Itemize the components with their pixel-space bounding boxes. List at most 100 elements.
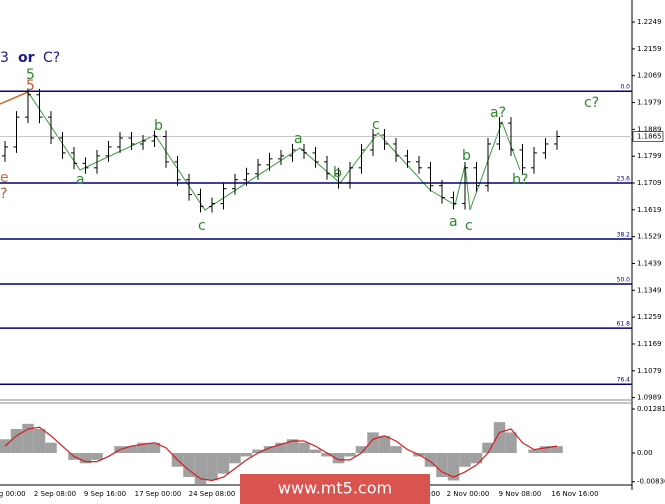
histogram-bar [10, 428, 23, 454]
histogram-bar [309, 449, 322, 454]
histogram-bar [194, 453, 207, 484]
price-panel: 1.2249 1.2159 1.2069 1.1979 1.1889 1.1799 1.17… [0, 18, 664, 498]
histogram-bar [539, 446, 552, 454]
wave-label: c [198, 218, 206, 234]
y-tick-label: 1.0989 [637, 394, 662, 402]
histogram-bar [355, 446, 368, 454]
x-tick-label: 2 Sep 08:00 [34, 490, 76, 498]
wave-label: a? [490, 105, 506, 121]
histogram-bar [252, 449, 264, 454]
histogram-bar [298, 442, 310, 454]
histogram-bar [528, 449, 540, 454]
histogram-bar [424, 453, 437, 467]
fib-label: 0.0 [620, 84, 630, 91]
fib-label: 76.4 [617, 377, 631, 384]
histogram-bar [470, 453, 483, 464]
fib-label: 50.0 [617, 277, 631, 284]
y-tick-label: 1.1979 [637, 99, 662, 107]
histogram-bar [505, 432, 517, 454]
x-tick-label: 16 Nov 16:00 [551, 490, 598, 498]
histogram-bar [447, 453, 460, 481]
x-tick-label: 17 Sep 00:00 [135, 490, 182, 498]
fib-label: 61.8 [617, 321, 631, 328]
y-tick-label: 0.00 [637, 449, 653, 457]
wave-label: e [0, 170, 9, 186]
wave-label: b [333, 165, 342, 181]
histogram-bar [45, 442, 57, 454]
wave-label: c? [584, 95, 599, 111]
x-tick-label: ug 00:00 [0, 490, 26, 498]
wave-label: 5 [26, 67, 35, 83]
histogram-bar [206, 453, 218, 481]
histogram-bar [436, 453, 448, 478]
histogram-bar [148, 442, 161, 454]
histogram-bar [125, 446, 138, 454]
y-tick-label: 1.2069 [637, 72, 662, 80]
signal-line [4, 426, 558, 482]
wave-label: or [18, 50, 35, 66]
y-tick-label: 1.1709 [637, 179, 662, 187]
histogram-bar [217, 453, 230, 474]
y-tick-label: 1.1169 [637, 340, 662, 348]
x-tick-label: 9 Sep 16:00 [84, 490, 126, 498]
wave-label: b? [512, 172, 528, 188]
histogram-bar [551, 446, 563, 454]
x-tick-label: 2 Nov 00:00 [447, 490, 490, 498]
histogram-bar [344, 453, 356, 457]
wave-label: c [372, 117, 380, 133]
histogram-bar [482, 442, 494, 454]
histogram-bar [321, 453, 333, 457]
histogram-bar [378, 435, 391, 454]
histogram-bar [390, 446, 402, 454]
histogram-bar [367, 432, 379, 454]
wave-label: 5 [26, 78, 35, 94]
y-tick-label: 1.1529 [637, 233, 662, 241]
wave-label: b [154, 118, 163, 134]
histogram-bar [275, 442, 287, 454]
y-tick-label: 1.1619 [637, 206, 662, 214]
histogram-bar [240, 453, 253, 457]
histogram-bar [493, 422, 506, 454]
y-tick-label: 1.1439 [637, 259, 662, 267]
wave-label: a [449, 214, 458, 230]
y-tick-label: 1.1259 [637, 313, 662, 321]
histogram-bar [229, 453, 241, 464]
histogram-bar [22, 423, 34, 454]
y-tick-label: 1.1349 [637, 286, 662, 294]
fib-label: 23.6 [617, 176, 631, 183]
histogram-bar [183, 453, 195, 478]
histogram-bar [263, 446, 276, 454]
wave-label: ? [0, 186, 7, 202]
wave-label: b [462, 148, 471, 164]
histogram-bar [79, 453, 92, 464]
histogram-bar [33, 428, 46, 454]
y-tick-label: 0.01281 [637, 405, 665, 413]
wave-label: C? [43, 50, 60, 66]
y-tick-label: 1.2249 [637, 18, 662, 26]
y-tick-label: 1.2159 [637, 45, 662, 53]
wave-label: a [294, 131, 303, 147]
x-tick-label: 24 Sep 08:00 [189, 490, 236, 498]
histogram-bar [286, 439, 299, 454]
histogram-bar [332, 453, 345, 464]
oscillator-panel: 0.01281 0.00 -0.00836 [0, 405, 665, 486]
watermark-box [240, 474, 430, 504]
wave-label: 3 [0, 50, 9, 66]
last-price-box [632, 131, 664, 142]
wave-label: c [465, 218, 473, 234]
y-tick-label: 1.1079 [637, 367, 662, 375]
fib-label: 38.2 [617, 232, 631, 239]
wave-label: a [76, 172, 85, 188]
histogram-bar [459, 453, 471, 467]
histogram-bar [91, 453, 103, 460]
x-tick-label: 9 Nov 08:00 [499, 490, 542, 498]
y-tick-label: 1.1889 [637, 125, 662, 133]
y-tick-label: -0.00836 [637, 478, 665, 486]
y-tick-label: 1.1799 [637, 152, 662, 160]
wave-line [0, 91, 29, 105]
last-price-label: 1.1865 [637, 133, 662, 141]
watermark: www.mt5.com [278, 479, 392, 498]
